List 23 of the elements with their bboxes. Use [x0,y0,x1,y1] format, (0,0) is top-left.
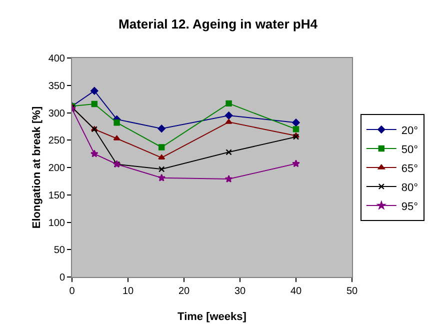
y-tick-label: 300 [48,108,66,120]
x-tick-label: 50 [346,286,358,297]
legend-label: 65° [401,162,418,175]
y-tick-label: 50 [54,245,66,256]
y-axis-title: Elongation at break [%] [31,106,43,229]
x-tick-label: 30 [234,286,246,297]
legend-label: 50° [401,144,418,156]
y-tick-label: 250 [48,136,66,147]
x-tick-label: 20 [178,286,190,297]
x-axis-title: Time [weeks] [178,311,247,323]
y-tick-label: 400 [48,54,66,64]
y-tick-label: 200 [48,163,66,174]
legend-label: 80° [401,182,418,194]
y-tick-label: 150 [48,190,66,202]
y-tick-label: 100 [48,218,66,229]
legend-label: 95° [401,200,418,213]
x-tick-label: 40 [290,286,302,297]
x-tick-label: 10 [122,286,134,297]
y-tick-label: 350 [48,80,66,92]
y-tick-label: 0 [59,272,66,284]
chart-title: Material 12. Ageing in water pH4 [118,16,318,32]
x-tick-label: 0 [69,286,76,297]
legend-label: 20° [401,124,418,137]
